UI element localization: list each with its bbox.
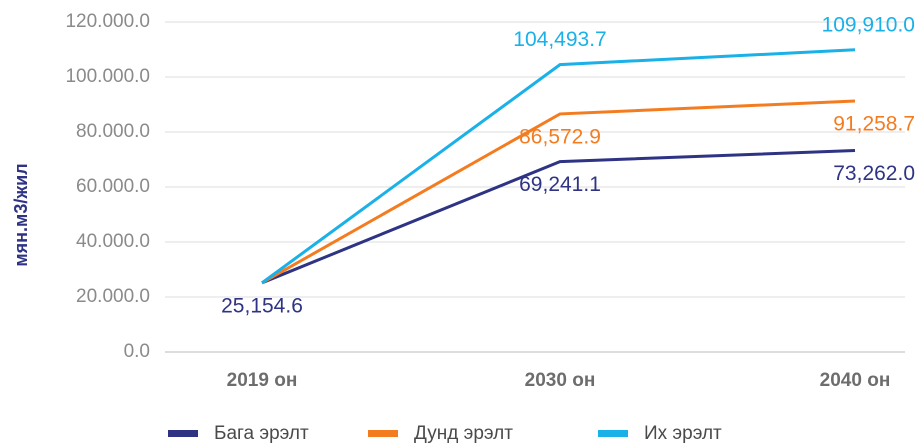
- x-tick-label: 2030 он: [525, 370, 596, 391]
- data-label: 86,572.9: [519, 125, 601, 148]
- data-label: 104,493.7: [513, 28, 606, 51]
- series-line: [261, 99, 856, 285]
- legend-swatch: [168, 430, 198, 437]
- data-label: 109,910.0: [822, 13, 915, 36]
- data-label: 69,241.1: [519, 173, 601, 196]
- data-label: 91,258.7: [833, 113, 915, 136]
- legend-swatch: [368, 430, 398, 437]
- y-tick-label: 120.000.0: [65, 11, 150, 32]
- y-tick-label: 20.000.0: [76, 286, 150, 307]
- data-label: 73,262.0: [833, 162, 915, 185]
- series-line: [261, 48, 856, 285]
- legend-label: Их эрэлт: [644, 423, 722, 444]
- y-tick-label: 80.000.0: [76, 121, 150, 142]
- y-axis-label: мян.м3/жил: [11, 163, 31, 266]
- x-tick-label: 2040 он: [820, 370, 891, 391]
- legend-label: Дунд эрэлт: [414, 423, 513, 444]
- legend-swatch: [598, 430, 628, 437]
- y-tick-label: 60.000.0: [76, 176, 150, 197]
- legend-label: Бага эрэлт: [214, 423, 309, 444]
- y-tick-label: 100.000.0: [65, 66, 150, 87]
- series-line: [261, 149, 856, 285]
- y-tick-label: 40.000.0: [76, 231, 150, 252]
- x-tick-label: 2019 он: [227, 370, 298, 391]
- data-label: 25,154.6: [221, 294, 303, 317]
- y-tick-label: 0.0: [124, 341, 150, 362]
